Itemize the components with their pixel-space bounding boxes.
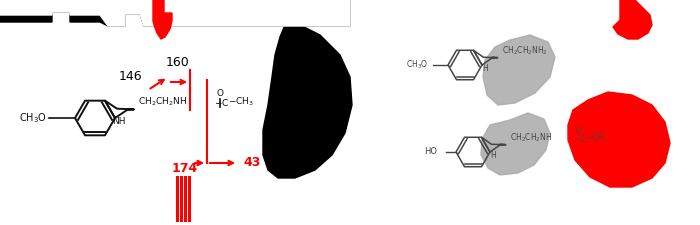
Text: CH$_2$CH$_2$NH: CH$_2$CH$_2$NH <box>138 96 187 108</box>
Text: NH: NH <box>112 117 126 126</box>
Text: O: O <box>216 89 223 98</box>
Polygon shape <box>481 113 550 175</box>
Polygon shape <box>263 25 352 178</box>
Polygon shape <box>153 0 172 39</box>
Polygon shape <box>568 92 670 187</box>
Text: $-$CH$_3$: $-$CH$_3$ <box>584 131 608 144</box>
Text: CH$_2$CH$_2$NH$_2$: CH$_2$CH$_2$NH$_2$ <box>502 44 547 57</box>
Text: $-$C: $-$C <box>574 133 587 144</box>
Polygon shape <box>613 0 652 39</box>
Text: HO: HO <box>424 148 437 157</box>
Polygon shape <box>483 35 555 105</box>
Polygon shape <box>627 0 635 19</box>
Text: 174: 174 <box>172 162 198 175</box>
Text: O: O <box>576 127 582 136</box>
Text: $-$CH$_3$: $-$CH$_3$ <box>228 96 254 108</box>
Text: 160: 160 <box>166 56 190 68</box>
Text: 146: 146 <box>118 70 142 83</box>
Text: CH$_3$O: CH$_3$O <box>406 59 428 71</box>
Text: $-$C: $-$C <box>214 97 230 108</box>
Text: H: H <box>482 64 489 73</box>
Text: H: H <box>491 151 496 160</box>
Text: CH$_2$CH$_2$NH: CH$_2$CH$_2$NH <box>510 131 552 144</box>
Polygon shape <box>0 0 350 26</box>
Polygon shape <box>0 0 350 26</box>
Text: CH$_3$O: CH$_3$O <box>19 111 47 125</box>
Text: 43: 43 <box>244 157 260 169</box>
